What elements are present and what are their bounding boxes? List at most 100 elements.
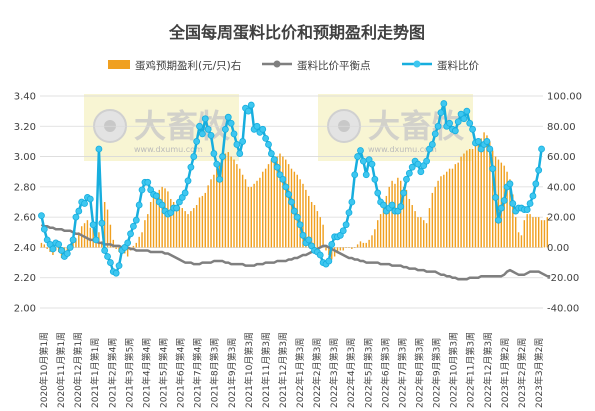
ratio-point	[247, 101, 255, 109]
profit-bar	[285, 159, 287, 248]
x-tick-label: 2021年4月第4周	[140, 338, 152, 408]
profit-bar	[46, 247, 48, 249]
profit-bar	[92, 226, 94, 248]
profit-bar	[359, 241, 362, 248]
ratio-point	[299, 231, 307, 239]
profit-bar	[328, 247, 330, 255]
ratio-point	[138, 186, 146, 194]
ratio-point	[328, 240, 336, 248]
ratio-point	[213, 160, 221, 168]
ratio-point	[273, 163, 281, 171]
ratio-point	[144, 178, 152, 186]
profit-bar	[299, 179, 301, 248]
x-tick-label: 2021年2月第4周	[106, 338, 118, 408]
x-tick-label: 2022年1月第3周	[294, 338, 306, 408]
profit-bar	[109, 224, 112, 248]
watermark-url: www.dxumu.com	[134, 145, 203, 154]
profit-bar	[152, 195, 155, 248]
profit-bar	[253, 183, 255, 248]
ratio-point	[325, 257, 333, 265]
x-tick-label: 2022年10月第3周	[448, 332, 460, 408]
ratio-point	[86, 195, 94, 203]
profit-bar	[445, 171, 448, 248]
ratio-point	[526, 200, 534, 207]
profit-bar	[339, 247, 342, 251]
ratio-point	[368, 160, 376, 168]
profit-bar	[477, 141, 480, 248]
ratio-point	[374, 189, 382, 197]
ratio-point	[486, 145, 494, 153]
profit-bar	[112, 239, 115, 248]
profit-bar	[509, 179, 511, 248]
profit-bar	[425, 223, 428, 248]
ratio-point	[216, 175, 224, 183]
profit-bar	[546, 217, 549, 248]
profit-bar	[443, 174, 445, 248]
profit-bar	[420, 217, 422, 248]
x-tick-label: 2021年6月第4周	[175, 338, 187, 408]
x-tick-label: 2022年2月第3周	[311, 338, 323, 408]
profit-bar	[448, 168, 451, 248]
ratio-point	[454, 118, 462, 126]
profit-bar	[471, 149, 474, 248]
profit-bar	[457, 162, 459, 248]
y-right-tick-label: -40.00	[547, 304, 579, 315]
ratio-point	[49, 245, 57, 253]
profit-bar	[276, 156, 278, 248]
ratio-point	[233, 141, 241, 148]
profit-bar	[506, 171, 508, 248]
ratio-point	[288, 198, 295, 206]
y-left-tick-label: 2.80	[14, 182, 36, 193]
profit-bar	[316, 211, 319, 248]
ratio-point	[354, 153, 362, 160]
profit-bar	[514, 217, 517, 248]
y-left-tick-label: 2.40	[14, 243, 36, 254]
profit-bar	[308, 195, 310, 248]
x-tick-label: 2022年12月第3周	[482, 332, 494, 408]
profit-bar	[466, 150, 468, 248]
ratio-point	[135, 201, 143, 209]
profit-bar	[313, 205, 316, 248]
x-tick-label: 2023年1月第2周	[499, 338, 511, 408]
ratio-point	[124, 239, 132, 247]
ratio-point	[184, 177, 192, 185]
ratio-point	[414, 160, 422, 168]
profit-bar	[178, 206, 181, 248]
ratio-point	[380, 201, 387, 209]
profit-bar	[233, 159, 235, 248]
y-right-tick-label: 80.00	[547, 122, 576, 133]
x-tick-label: 2022年9月第3周	[431, 338, 443, 408]
profit-bar	[486, 135, 488, 248]
ratio-point	[362, 171, 370, 179]
profit-bar	[440, 176, 442, 248]
profit-bar	[247, 186, 250, 248]
profit-bar	[230, 156, 232, 248]
y-left-tick-label: 2.00	[14, 304, 36, 315]
profit-bar	[106, 209, 109, 248]
legend-label-ratio: 蛋料比价	[437, 59, 479, 72]
profit-bar	[388, 186, 390, 248]
ratio-point	[351, 171, 359, 179]
x-tick-label: 2022年6月第3周	[379, 338, 391, 408]
profit-bar	[532, 217, 534, 248]
ratio-point	[388, 201, 396, 209]
profit-bar	[221, 156, 224, 248]
ratio-point	[219, 153, 226, 160]
profit-bar	[497, 159, 500, 248]
profit-bar	[437, 180, 439, 248]
ratio-point	[483, 138, 491, 145]
y-right-tick-label: 40.00	[547, 182, 576, 193]
ratio-point	[466, 119, 474, 127]
legend: 蛋鸡预期盈利(元/只)右 蛋料比价平衡点 蛋料比价	[108, 59, 479, 72]
profit-bar	[210, 179, 212, 248]
profit-bar	[101, 241, 103, 248]
profit-bar	[195, 205, 198, 248]
profit-bar	[282, 156, 284, 248]
profit-bar	[43, 244, 46, 248]
x-tick-label: 2021年7月第4周	[192, 338, 204, 408]
ratio-point	[115, 262, 123, 270]
x-tick-label: 2021年3月第5周	[123, 338, 135, 408]
profit-bar	[236, 164, 238, 248]
ratio-point	[190, 153, 198, 160]
